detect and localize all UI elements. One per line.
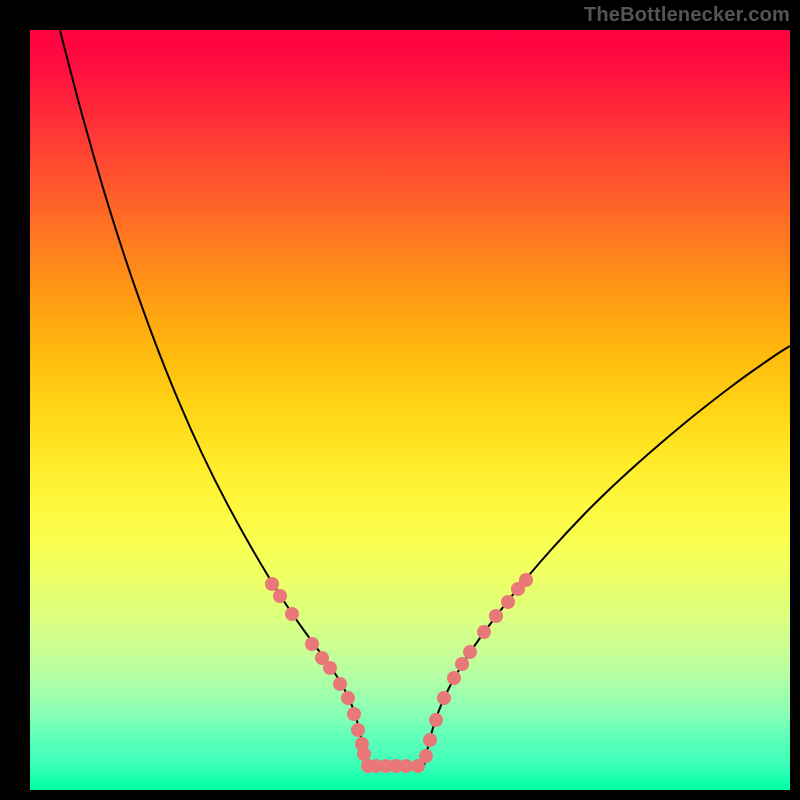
- watermark-text: TheBottlenecker.com: [584, 4, 790, 27]
- data-marker: [265, 577, 279, 591]
- data-marker: [519, 573, 533, 587]
- data-marker: [273, 589, 287, 603]
- gradient-background: [30, 30, 790, 790]
- data-marker: [347, 707, 361, 721]
- data-marker: [423, 733, 437, 747]
- data-marker: [323, 661, 337, 675]
- data-marker: [463, 645, 477, 659]
- data-marker: [399, 759, 413, 773]
- data-marker: [501, 595, 515, 609]
- data-marker: [437, 691, 451, 705]
- data-marker: [455, 657, 469, 671]
- data-marker: [357, 747, 371, 761]
- data-marker: [285, 607, 299, 621]
- data-marker: [489, 609, 503, 623]
- plot-area: [30, 30, 790, 790]
- data-marker: [447, 671, 461, 685]
- data-marker: [305, 637, 319, 651]
- chart-frame: TheBottlenecker.com: [0, 0, 800, 800]
- data-marker: [341, 691, 355, 705]
- data-marker: [429, 713, 443, 727]
- data-marker: [477, 625, 491, 639]
- data-marker: [351, 723, 365, 737]
- data-marker: [333, 677, 347, 691]
- data-marker: [419, 749, 433, 763]
- chart-svg: [30, 30, 790, 790]
